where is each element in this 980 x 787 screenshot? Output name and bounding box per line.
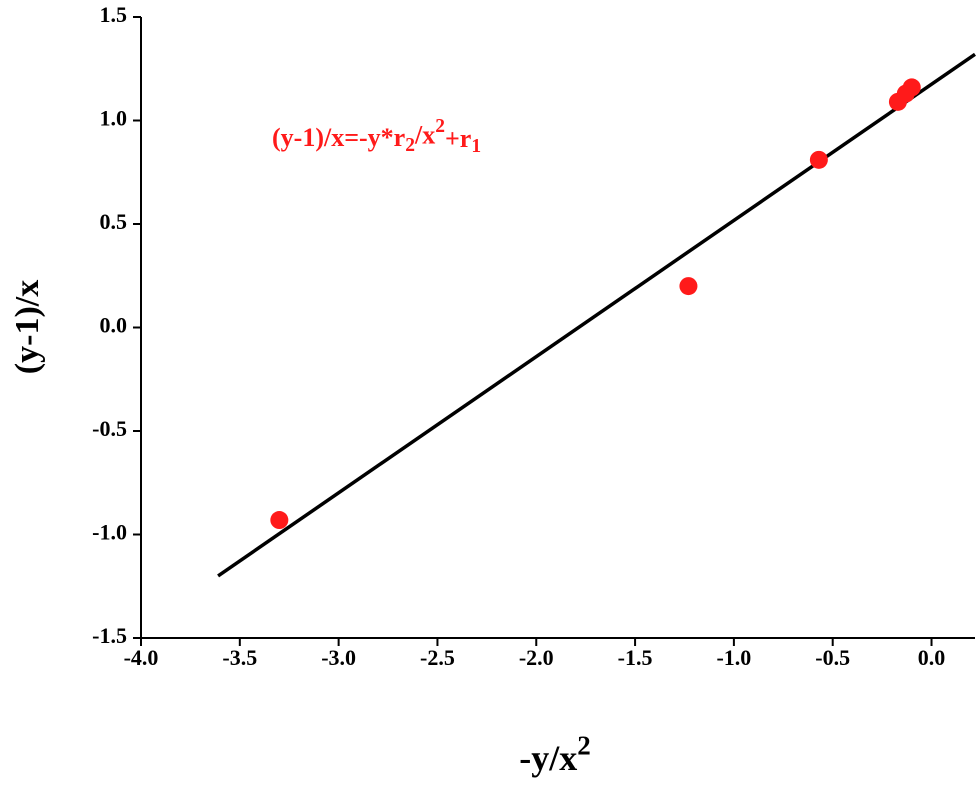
x-tick-label: -3.0 bbox=[321, 645, 356, 670]
y-tick-label: 1.0 bbox=[100, 106, 128, 131]
x-tick-label: 0.0 bbox=[918, 645, 946, 670]
point bbox=[809, 150, 828, 169]
annotation-part: 1 bbox=[471, 136, 481, 157]
y-tick-label: -1.5 bbox=[92, 623, 127, 648]
x-tick-label: -0.5 bbox=[815, 645, 850, 670]
annotation-part: +r bbox=[445, 124, 471, 153]
x-tick-label: -2.5 bbox=[420, 645, 455, 670]
y-axis-label: (y-1)/x bbox=[9, 280, 46, 374]
annotation-part: 2 bbox=[405, 135, 415, 156]
point bbox=[679, 277, 698, 296]
x-tick-label: -4.0 bbox=[124, 645, 159, 670]
x-axis-label: -y/x2 bbox=[519, 731, 591, 779]
x-tick-label: -2.0 bbox=[519, 645, 554, 670]
point bbox=[270, 511, 289, 530]
y-tick-label: -0.5 bbox=[92, 416, 127, 441]
y-tick-label: -1.0 bbox=[92, 520, 127, 545]
y-tick-label: 1.5 bbox=[100, 2, 128, 27]
fit-line bbox=[217, 52, 976, 578]
x-tick-label: -1.0 bbox=[716, 645, 751, 670]
x-axis-label-part: 2 bbox=[577, 731, 591, 761]
annotation-part: /x bbox=[414, 121, 435, 150]
x-tick-label: -3.5 bbox=[222, 645, 257, 670]
annotation-part: (y-1)/x=-y*r bbox=[272, 123, 405, 152]
annotation-part: 2 bbox=[435, 116, 445, 137]
x-tick-label: -1.5 bbox=[618, 645, 653, 670]
y-tick-label: 0.0 bbox=[100, 313, 128, 338]
y-tick-label: 0.5 bbox=[100, 209, 128, 234]
x-axis-label-part: -y/x bbox=[519, 738, 577, 778]
point bbox=[902, 78, 921, 97]
annotation: (y-1)/x=-y*r2/x2+r1 bbox=[272, 116, 481, 157]
